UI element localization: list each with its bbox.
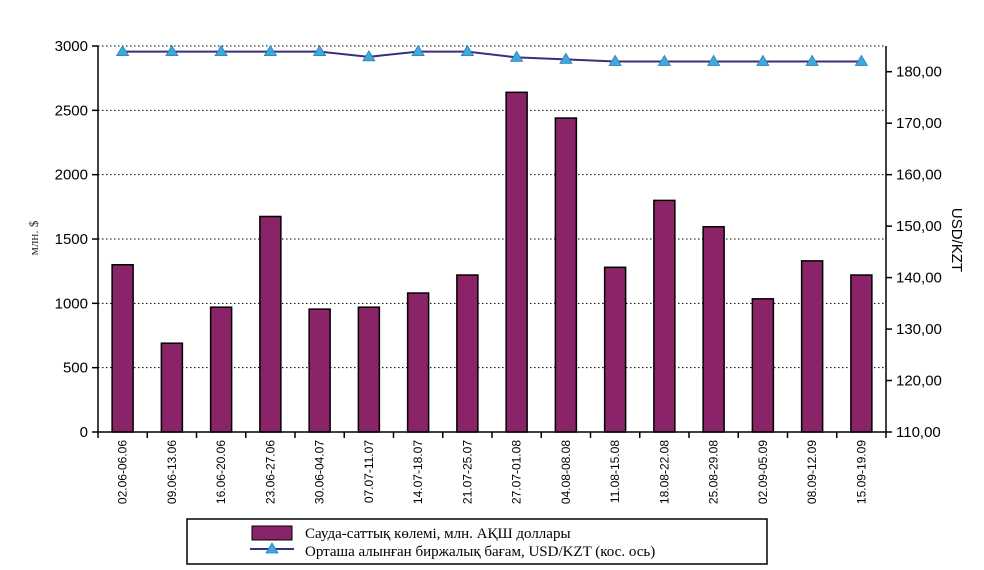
right-axis-ticks: 110,00 120,00 130,00 140,00 150,00 160,00 170,… [886,64,942,441]
bar [653,199,676,433]
bar [603,266,627,433]
line-point [706,54,721,66]
category-label: 08.09-12.09 [805,440,819,504]
category-label: 07.07-11.07 [362,440,376,503]
line-point [854,54,869,66]
line-point [411,44,425,57]
category-label: 09.06-13.06 [165,440,179,504]
line-point [165,44,179,57]
bar [406,292,430,433]
category-label: 16.06-20.06 [214,440,228,504]
line-point [263,44,278,57]
bar-series [111,91,873,433]
bar [505,91,528,433]
category-label: 27.07-01.08 [510,440,524,504]
right-tick-label: 150,00 [896,218,942,235]
right-tick-label: 160,00 [896,167,942,184]
line-point [805,54,819,66]
category-axis-ticks: 02.06-06.06 09.06-13.06 16.06-20.06 23.06-2… [97,432,887,504]
legend: Сауда-саттық көлемі, млн. АҚШ доллары Ор… [186,518,768,565]
line-series [115,44,869,66]
left-tick-label: 2000 [55,167,88,184]
category-label: 14.07-18.07 [411,440,425,504]
left-axis-ticks: 0 500 1000 1500 2000 2500 3000 [55,38,98,441]
bar [456,274,479,433]
right-tick-label: 120,00 [896,373,942,390]
line-point [657,54,672,66]
category-label: 15.09-19.09 [854,440,868,504]
right-tick-label: 140,00 [896,270,942,287]
bar [111,263,134,433]
right-tick-label: 170,00 [896,115,942,132]
legend-line-label: Орташа алынған биржалық бағам, USD/KZT (… [305,544,655,560]
line-point [509,50,524,62]
category-label: 18.08-22.08 [657,440,671,504]
legend-line-marker [265,542,279,554]
bar [850,274,873,433]
bar [259,215,282,433]
right-tick-label: 130,00 [896,321,942,338]
line-point [460,44,475,57]
left-tick-label: 1500 [55,231,88,248]
category-label: 02.06-06.06 [116,440,130,504]
line-point [559,52,573,64]
category-label: 02.09-05.09 [756,440,770,504]
line-point [312,44,327,57]
left-tick-label: 500 [63,360,88,377]
category-label: 23.06-27.06 [263,440,277,504]
series-line [122,50,862,63]
bar [308,308,331,433]
line-point [608,54,622,66]
category-label: 11.08-15.08 [608,440,622,503]
line-point [756,54,770,66]
bar [800,260,824,433]
legend-bar-label: Сауда-саттық көлемі, млн. АҚШ доллары [305,526,571,542]
left-tick-label: 3000 [55,38,88,55]
bar [554,117,578,433]
legend-bar-swatch [251,525,293,541]
bar [357,306,381,433]
bar [209,306,233,433]
left-axis-title: млн. $ [26,220,41,255]
line-point [115,44,130,57]
right-axis-title: USD/KZT [948,208,965,272]
right-tick-label: 110,00 [896,424,941,441]
bar [751,298,775,433]
left-tick-label: 1000 [55,295,88,312]
category-label: 21.07-25.07 [460,440,474,504]
bar [702,226,725,433]
category-label: 25.08-29.08 [707,440,721,504]
right-tick-label: 180,00 [896,64,942,81]
category-label: 04.08-08.08 [559,440,573,504]
left-tick-label: 2500 [55,102,88,119]
category-label: 30.06-04.07 [313,440,327,504]
bar [160,342,184,433]
line-point [214,44,228,57]
line-point [362,50,376,62]
left-tick-label: 0 [80,424,88,441]
